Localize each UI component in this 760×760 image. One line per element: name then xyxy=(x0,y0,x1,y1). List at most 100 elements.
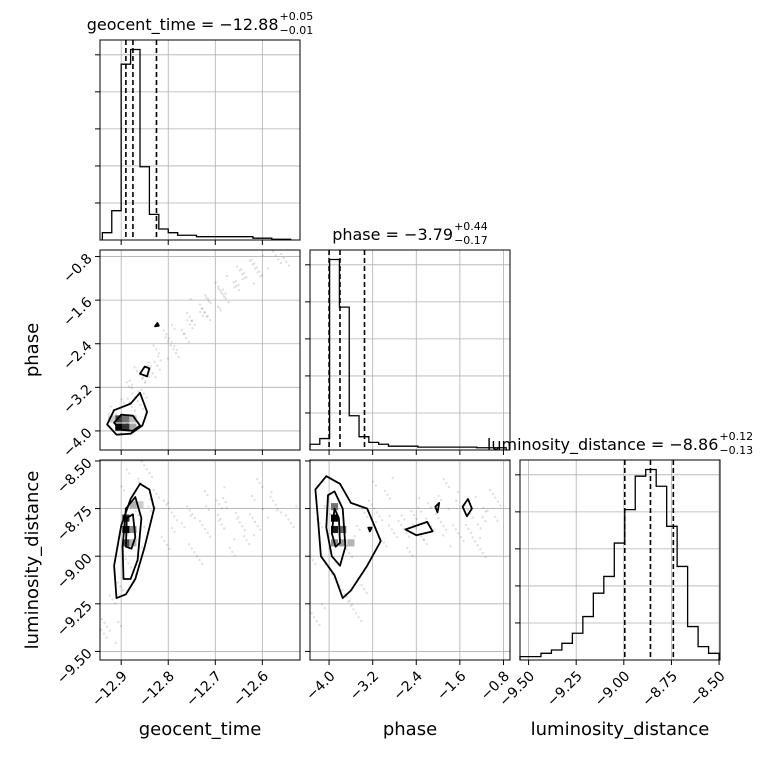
sample-point xyxy=(253,262,256,265)
sample-point xyxy=(144,380,147,383)
sample-point xyxy=(274,254,277,257)
sample-point xyxy=(185,505,189,508)
sample-point xyxy=(95,610,97,612)
sample-point xyxy=(100,617,104,621)
sample-point xyxy=(402,527,406,531)
sample-point xyxy=(137,477,140,480)
title-upper-error: +0.44 xyxy=(454,220,488,233)
sample-point xyxy=(374,484,377,487)
sample-point xyxy=(261,485,264,489)
sample-point xyxy=(362,587,366,591)
contour-line xyxy=(325,490,347,567)
sample-point xyxy=(141,377,144,381)
sample-point xyxy=(437,516,440,520)
sample-point xyxy=(183,332,186,335)
panel-background xyxy=(310,460,510,660)
sample-point xyxy=(151,372,155,375)
sample-point xyxy=(203,311,207,314)
sample-point xyxy=(193,323,197,326)
sample-point xyxy=(141,407,145,411)
sample-point xyxy=(464,523,468,527)
sample-point xyxy=(383,489,387,493)
sample-point xyxy=(170,323,174,327)
sample-point xyxy=(195,554,199,558)
sample-point xyxy=(165,333,168,336)
sample-point xyxy=(388,514,391,518)
density-cell xyxy=(330,514,339,522)
sample-point xyxy=(422,538,426,542)
sample-point xyxy=(205,315,209,318)
sample-point xyxy=(139,403,142,407)
sample-point xyxy=(157,352,161,355)
sample-point xyxy=(304,547,306,549)
sample-point xyxy=(256,271,259,274)
sample-point xyxy=(360,507,364,511)
sample-point xyxy=(385,545,388,548)
sample-point xyxy=(412,513,416,517)
sample-point xyxy=(108,629,111,632)
sample-point xyxy=(223,295,226,299)
sample-point xyxy=(256,524,259,528)
sample-point xyxy=(122,489,126,492)
sample-point xyxy=(203,527,207,531)
sample-point xyxy=(348,599,352,602)
sample-point xyxy=(405,546,409,550)
sample-point xyxy=(347,600,350,603)
sample-point xyxy=(143,464,146,467)
sample-point xyxy=(188,509,191,512)
sample-point xyxy=(188,315,191,319)
sample-point xyxy=(207,300,210,303)
sample-point xyxy=(469,531,473,535)
contour-line xyxy=(404,521,434,537)
sample-point xyxy=(365,591,368,595)
sample-point xyxy=(219,517,222,521)
sample-point xyxy=(306,551,308,553)
sample-point xyxy=(231,550,234,554)
sample-point xyxy=(486,509,489,512)
sample-point xyxy=(496,500,500,503)
sample-point xyxy=(434,512,437,516)
sample-point xyxy=(191,319,194,322)
sample-point xyxy=(417,496,421,500)
sample-point xyxy=(357,616,360,619)
sample-point xyxy=(162,329,166,332)
x-tick-label: −12.6 xyxy=(230,668,272,710)
sample-point xyxy=(188,323,192,326)
density-cell xyxy=(136,501,144,509)
sample-point xyxy=(200,307,203,311)
panel-background xyxy=(310,250,510,450)
sample-point xyxy=(111,598,114,601)
sample-point xyxy=(258,270,261,273)
sample-point xyxy=(323,606,326,610)
sample-point xyxy=(360,583,363,587)
panel-content xyxy=(304,475,502,627)
title-geocent_time: geocent_time = −12.88 +0.05−0.01 xyxy=(87,10,314,37)
sample-point xyxy=(122,401,126,405)
contour-line xyxy=(121,496,143,580)
sample-point xyxy=(198,558,201,562)
sample-point xyxy=(219,309,222,312)
sample-point xyxy=(219,289,223,292)
sample-point xyxy=(478,536,482,540)
sample-point xyxy=(243,277,247,280)
x-tick-label: −8.50 xyxy=(687,668,729,710)
sample-point xyxy=(154,376,157,379)
sample-point xyxy=(279,261,283,265)
sample-point xyxy=(128,379,131,383)
contour-line xyxy=(367,526,373,533)
sample-point xyxy=(242,271,246,275)
sample-point xyxy=(252,534,256,537)
sample-point xyxy=(366,515,369,518)
density-cell xyxy=(330,503,339,511)
sample-point xyxy=(407,535,411,538)
sample-point xyxy=(167,340,170,343)
title-text: luminosity_distance = −8.86 xyxy=(487,435,718,455)
sample-point xyxy=(456,490,460,494)
sample-point xyxy=(391,476,394,480)
sample-point xyxy=(206,493,209,497)
sample-point xyxy=(131,392,134,395)
sample-point xyxy=(173,515,176,518)
sample-point xyxy=(484,555,487,559)
y-tick-label: −8.50 xyxy=(54,455,96,497)
